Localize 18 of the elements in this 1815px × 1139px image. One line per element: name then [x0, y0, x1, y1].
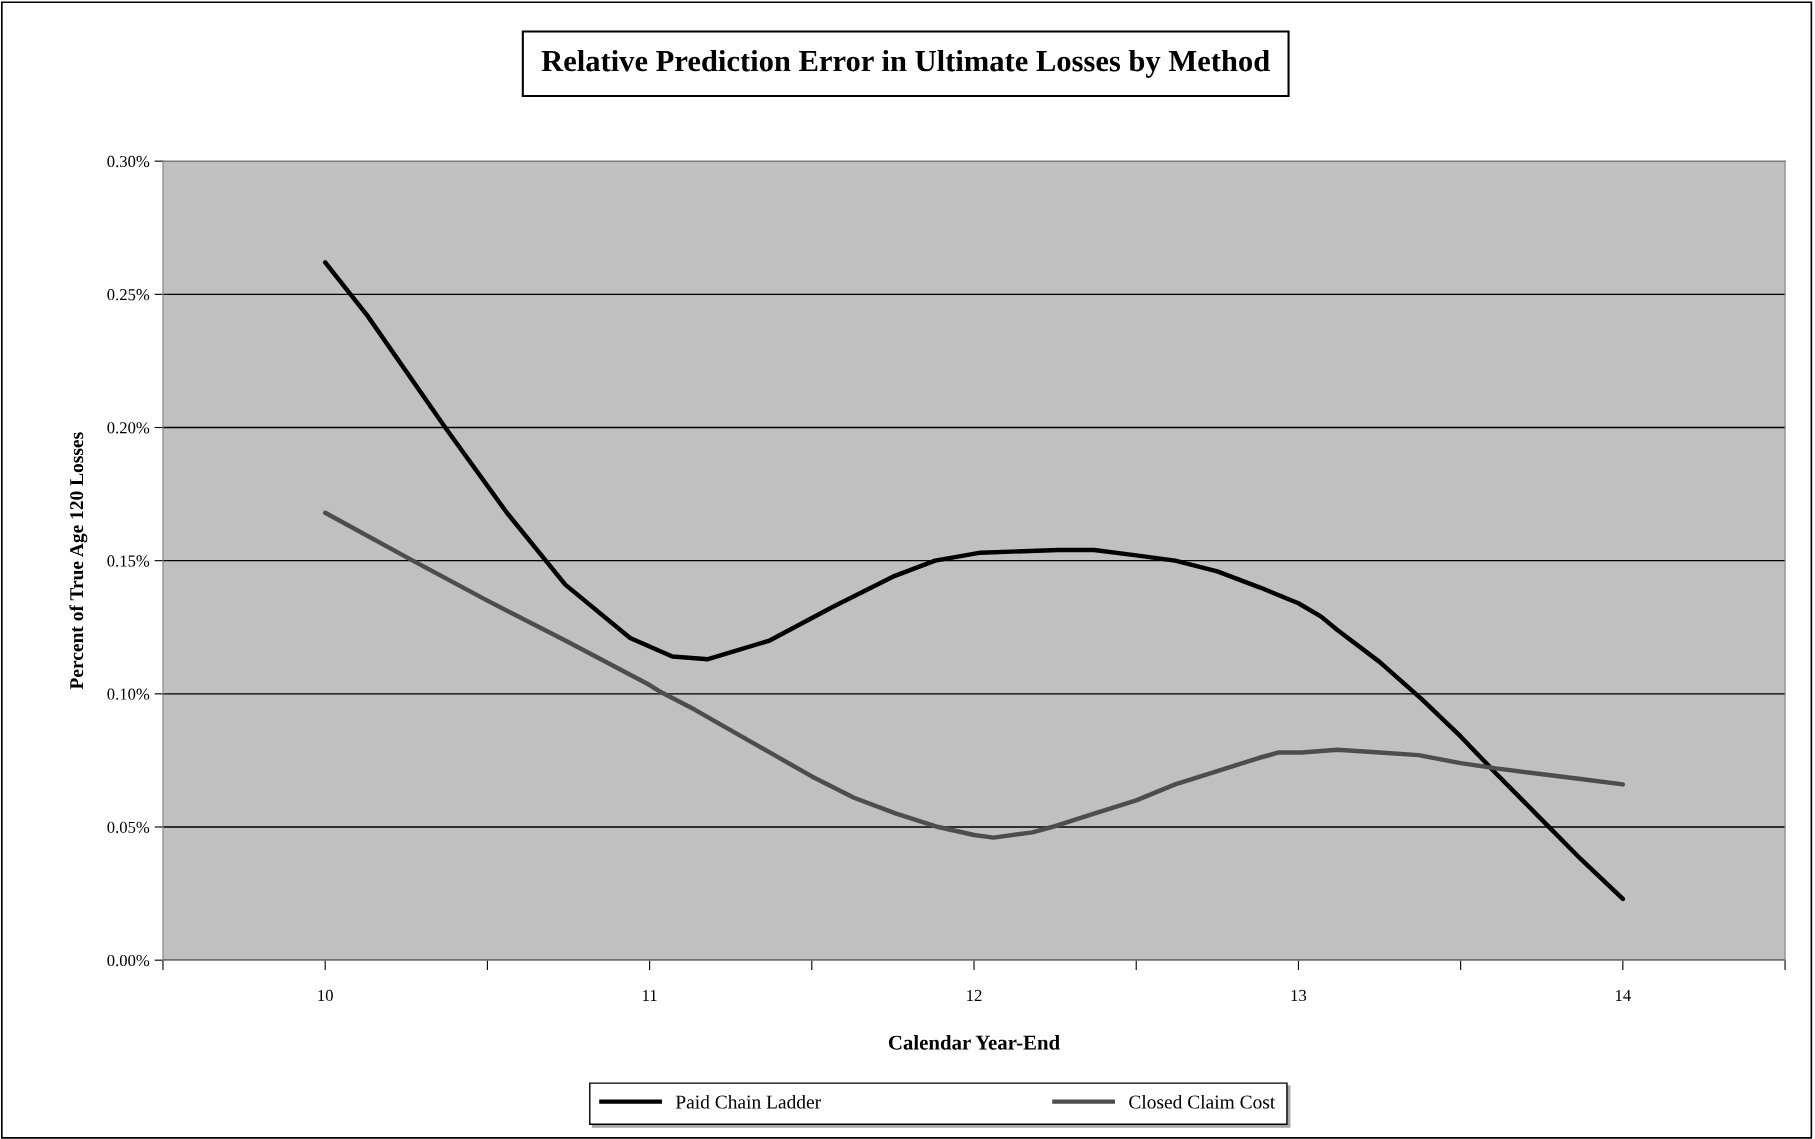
y-tick-label: 0.20%	[107, 422, 150, 434]
line-series	[322, 510, 1626, 840]
x-tick-label: 12	[967, 989, 982, 1001]
y-tick-label: 0.30%	[107, 155, 150, 168]
x-tick-label: 10	[318, 989, 333, 1002]
x-tick-label: 14	[1615, 989, 1631, 1001]
y-tick-label: 0.10%	[107, 688, 150, 700]
y-tick-label: 0.25%	[107, 289, 150, 301]
chart-title: Relative Prediction Error in Ultimate Losses by Method	[541, 49, 1270, 78]
x-tick-label: 13	[1291, 989, 1307, 1002]
y-axis-title: Percent of True Age 120 Losses	[69, 432, 88, 690]
y-tick-label: 0.00%	[107, 954, 150, 967]
y-tick-label: 0.15%	[107, 555, 150, 567]
x-axis-title: Calendar Year-End	[888, 1035, 1060, 1050]
legend-label: Paid Chain Ladder	[675, 1094, 821, 1109]
y-tick-label: 0.05%	[107, 821, 150, 834]
x-tick-label: 11	[643, 989, 657, 1001]
legend-label: Closed Claim Cost	[1129, 1094, 1276, 1109]
